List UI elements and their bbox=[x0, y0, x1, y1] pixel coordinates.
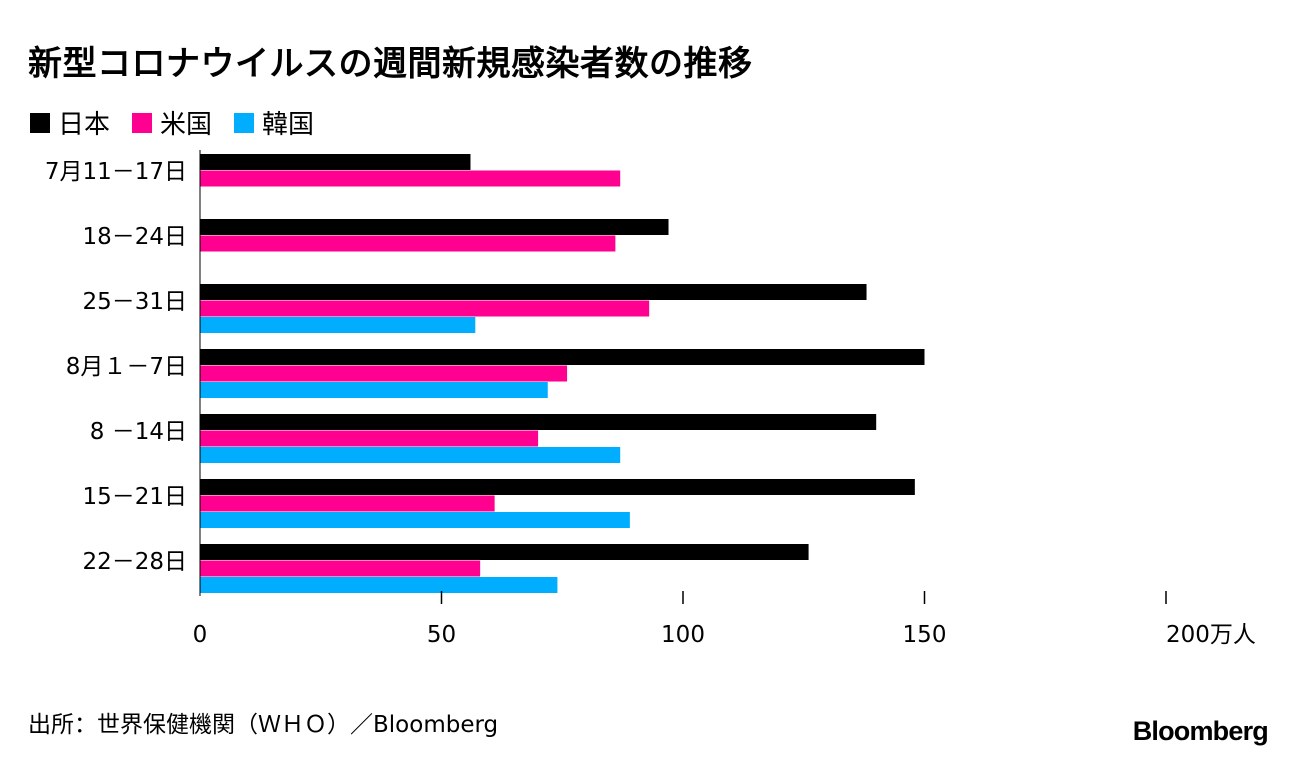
bar-japan bbox=[200, 414, 877, 430]
bar-japan bbox=[200, 544, 809, 560]
bloomberg-logo: Bloomberg bbox=[1132, 716, 1269, 746]
category-label: 22－28日 bbox=[82, 549, 187, 575]
bar-us bbox=[200, 560, 481, 577]
x-tick-label: 150 bbox=[903, 622, 947, 648]
x-tick-label: 0 bbox=[193, 622, 208, 648]
category-label: 25－31日 bbox=[82, 289, 187, 315]
legend-label-korea: 韓国 bbox=[262, 110, 315, 140]
legend-item-korea: 韓国 bbox=[234, 104, 314, 141]
category-label: 8月１－7日 bbox=[66, 354, 187, 380]
legend-item-japan: 日本 bbox=[30, 104, 110, 141]
category-label: 18－24日 bbox=[82, 224, 187, 250]
legend-label-us: 米国 bbox=[160, 110, 213, 140]
legend: 日本 米国 韓国 bbox=[30, 104, 336, 141]
bar-japan bbox=[200, 284, 867, 300]
legend-swatch-us bbox=[132, 112, 153, 133]
bar-korea bbox=[200, 382, 548, 398]
bar-us bbox=[200, 300, 650, 317]
bar-japan bbox=[200, 479, 915, 495]
legend-label-japan: 日本 bbox=[58, 110, 111, 140]
bar-japan bbox=[200, 154, 471, 170]
bar-korea bbox=[200, 447, 621, 463]
category-label: 15－21日 bbox=[82, 484, 187, 510]
bar-us bbox=[200, 235, 616, 252]
x-tick-label: 50 bbox=[427, 622, 456, 648]
bar-japan bbox=[200, 349, 925, 365]
x-tick-label: 200万人 bbox=[1166, 622, 1256, 648]
legend-swatch-korea bbox=[234, 112, 255, 133]
category-label: 8 －14日 bbox=[90, 419, 187, 445]
chart-title: 新型コロナウイルスの週間新規感染者数の推移 bbox=[28, 44, 753, 84]
bar-us bbox=[200, 430, 539, 447]
legend-item-us: 米国 bbox=[132, 104, 212, 141]
bar-korea bbox=[200, 512, 630, 528]
source-note: 出所：世界保健機関（ＷＨＯ）／Bloomberg bbox=[28, 712, 499, 738]
bar-korea bbox=[200, 317, 476, 333]
bar-us bbox=[200, 170, 621, 187]
bar-japan bbox=[200, 219, 669, 235]
bar-korea bbox=[200, 577, 558, 593]
x-tick-label: 100 bbox=[661, 622, 705, 648]
legend-swatch-japan bbox=[30, 112, 50, 133]
bar-us bbox=[200, 365, 568, 382]
bar-us bbox=[200, 495, 495, 512]
category-label: 7月11－17日 bbox=[45, 159, 187, 185]
